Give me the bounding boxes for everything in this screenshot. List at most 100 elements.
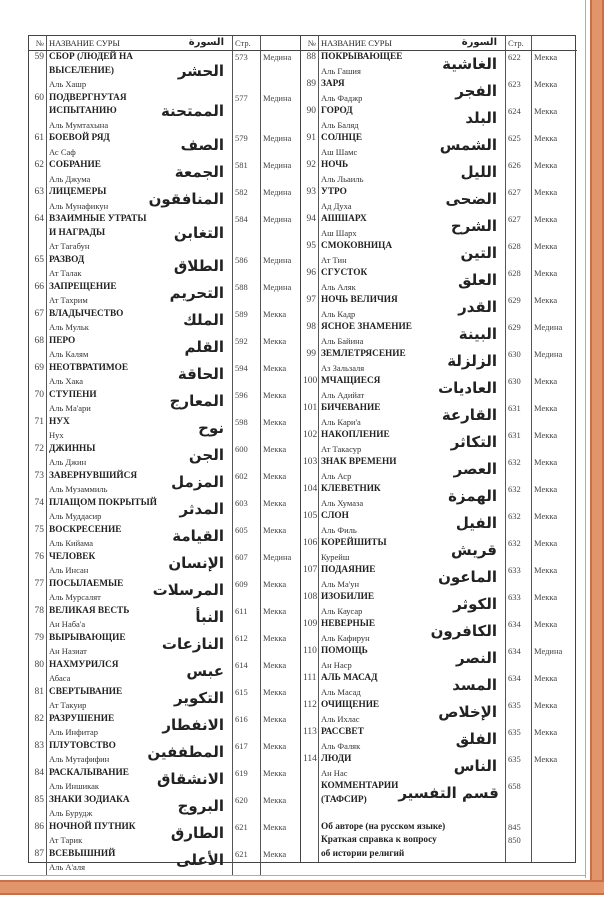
sura-row: 68 ПЕРО Аль Калям القلم 592 Мекка [29,334,300,362]
sura-row: 67 ВЛАДЫЧЕСТВО Аль Мульк الملك 589 Мекка [29,307,300,335]
sura-name-cell: АЛЬ МАСАД Аль Масад المسد [319,672,506,699]
sura-number: 87 [29,847,47,875]
sura-name-cell: РАССВЕТ Аль Фаляк الفلق [319,726,506,753]
sura-row: 100 МЧАЩИЕСЯ Аль Адийат العاديات 630 Мекка [301,375,577,402]
sura-names: НУХ Нух [49,416,70,443]
sura-names: ВСЕВЫШНИЙ Аль А'аля [49,848,115,875]
sura-name-russian: ЧЕЛОВЕК [49,551,96,562]
sura-names: СГУСТОК Аль Аляк [321,267,367,294]
sura-names: ЗАВЕРНУВШИЙСЯ Аль Музаммиль [49,470,137,497]
sura-number: 82 [29,712,47,740]
sura-name-arabic: قسم التفسير [398,783,499,802]
sura-row: 114 ЛЮДИ Ан Нас الناس 635 Мекка [301,753,577,780]
sura-name-russian: СЛОН [321,511,349,521]
sura-name-cell: ЛИЦЕМЕРЫ Аль Мунафикун المنافقون [47,186,233,213]
sura-names: ВЫРЫВАЮЩИЕ Ан Назиат [49,632,126,659]
sura-name-transliteration: Аль Аляк [321,281,356,292]
sura-revelation-place: Мекка [534,538,558,548]
sura-row: 92 НОЧЬ Аль Льаиль الليل 626 Мекка [301,159,577,186]
sura-row: 85 ЗНАКИ ЗОДИАКА Аль Бурудж البروج 620 Мекка [29,793,300,821]
sura-name-cell: МЧАЩИЕСЯ Аль Адийат العاديات [319,375,506,402]
sura-name-transliteration: Аль Байина [321,335,364,346]
sura-name-russian: ВСЕВЫШНИЙ [49,848,116,859]
sura-number: 77 [29,577,47,605]
sura-number: 99 [301,348,319,375]
sura-name-transliteration: Ан Наба'а [49,619,86,629]
sura-revelation-place: Мекка [263,605,287,616]
appendix-row: Краткая справка к вопросу об истории рели… [301,834,577,861]
sura-row: 73 ЗАВЕРНУВШИЙСЯ Аль Музаммиль المزمل 602 Мек… [29,469,300,497]
filler-row [301,861,577,862]
header-name: НАЗВАНИЕ СУРЫ السورة [319,36,506,50]
sura-page: 582 [233,186,261,213]
sura-name-russian: РАСКАЛЫВАНИЕ [49,767,129,778]
sura-name-transliteration: Аль Хашр [49,79,87,89]
sura-names: НОЧЬ ВЕЛИЧИЯ Аль Кадр [321,294,398,321]
sura-page: 622 [506,51,532,78]
sura-name-cell: НОЧНОЙ ПУТНИК Ат Тарик الطارق [47,820,233,848]
sura-name-transliteration: Аль Филь [321,524,357,535]
sura-revelation-place: Медина [263,133,292,143]
frame-inner-line [585,0,586,878]
sura-name-transliteration: Ан Нас [321,767,348,778]
sura-page: 634 [506,618,532,645]
sura-name-cell: СТУПЕНИ Аль Ма'ари المعارج [47,388,233,416]
sura-row: 64 ВЗАИМНЫЕ УТРАТЫ И НАГРАДЫ Ат Тагабун التغ… [29,213,300,254]
sura-revelation-place: Мекка [263,578,287,589]
sura-revelation-place: Медина [263,92,292,103]
sura-name-cell: ОЧИЩЕНИЕ Аль Ихлас الإخلاص [319,699,506,726]
sura-revelation-place: Мекка [534,241,558,251]
empty-cell [301,834,319,861]
sura-number: 95 [301,240,319,267]
sura-names: НЕВЕРНЫЕ Аль Кафирун [321,618,375,645]
sura-name-transliteration: Аль А'аля [49,862,86,872]
sura-names: ВЛАДЫЧЕСТВО Аль Мульк [49,308,123,335]
sura-page: 612 [233,631,261,659]
sura-revelation-place: Мекка [263,767,287,778]
sura-name-transliteration: Аль Бурудж [49,808,93,818]
sura-names: СЛОН Аль Филь [321,510,357,537]
sura-name-arabic: الناس [453,756,497,775]
header-place [261,36,301,50]
sura-page: 609 [233,577,261,605]
sura-number: 100 [301,375,319,402]
sura-name-arabic: المعارج [169,392,224,411]
sura-revelation-place: Мекка [263,794,287,805]
sura-name-russian: ПОДАЯНИЕ [321,565,376,575]
sura-name-cell: НЕОТВРАТИМОЕ Аль Хака الحاقة [47,361,233,389]
sura-name-arabic: الماعون [438,567,497,586]
sura-name-cell: ПЛАЩОМ ПОКРЫТЫЙ Аль Муддасир المدثر [47,496,233,524]
frame-inner-line [0,875,586,876]
sura-name-russian: МЧАЩИЕСЯ [321,376,381,386]
sura-page: 602 [233,469,261,497]
sura-names: АЛЬ МАСАД Аль Масад [321,672,378,699]
sura-names: РАЗРУШЕНИЕ Аль Инфитар [49,713,114,740]
sura-names: ЗАПРЕЩЕНИЕ Ат Тахрим [49,281,117,308]
sura-name-arabic: البروج [177,797,224,816]
sura-page: 603 [233,496,261,524]
sura-name-arabic: الصف [180,135,224,154]
sura-page: 658 [506,780,532,807]
header-name-label: НАЗВАНИЕ СУРЫ [49,38,120,48]
sura-number: 64 [29,213,47,254]
empty-cell [532,834,577,861]
sura-names: ЧЕЛОВЕК Аль Инсан [49,551,95,578]
sura-revelation-place: Мекка [263,416,287,427]
sura-name-transliteration: Ас Саф [49,146,76,157]
sura-revelation-place: Мекка [534,52,558,62]
sura-row: 105 СЛОН Аль Филь الفيل 632 Мекка [301,510,577,537]
sura-page: 620 [233,793,261,821]
sura-name-russian: НЕОТВРАТИМОЕ [49,362,129,373]
sura-name-transliteration: Аль Масад [321,686,361,697]
sura-name-russian: ОЧИЩЕНИЕ [321,700,380,710]
sura-names: СБОР (ЛЮДЕЙ НА ВЫСЕЛЕНИЕ) Аль Хашр [49,51,178,92]
sura-page: 632 [506,483,532,510]
sura-row: 113 РАССВЕТ Аль Фаляк الفلق 635 Мекка [301,726,577,753]
sura-revelation-place: Мекка [534,727,558,737]
sura-name-cell: ЗНАКИ ЗОДИАКА Аль Бурудж البروج [47,793,233,821]
appendix-title: Об авторе (на русском языке) [319,820,506,834]
sura-name-arabic: الكافرون [430,621,497,640]
sura-row: КОММЕНТАРИИ (ТАФСИР) قسم التفسير 658 [301,780,577,807]
sura-names: СОЛНЦЕ Аш Шамс [321,132,362,159]
sura-name-transliteration: Аль Хака [49,376,84,386]
